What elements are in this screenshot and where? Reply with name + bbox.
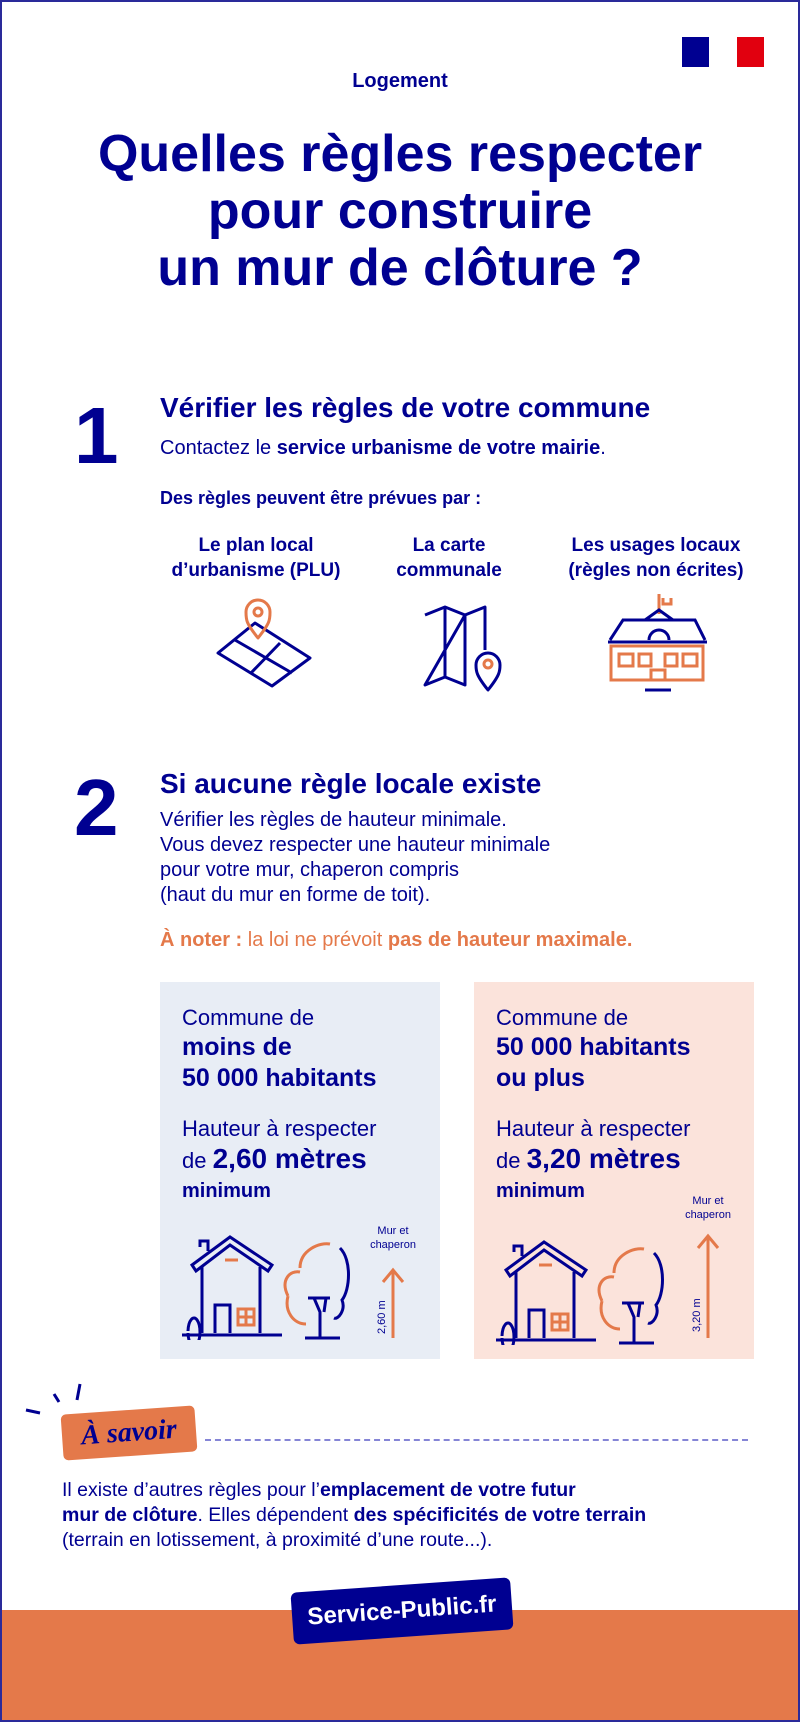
svg-text:chaperon: chaperon bbox=[685, 1209, 731, 1221]
step1-subheading: Des règles peuvent être prévues par : bbox=[160, 488, 482, 508]
svg-text:chaperon: chaperon bbox=[370, 1239, 416, 1251]
category-label: Logement bbox=[352, 70, 448, 92]
folded-map-icon bbox=[423, 605, 502, 692]
republique-francaise-logo bbox=[682, 37, 764, 67]
house-icon bbox=[182, 1235, 282, 1340]
height-arrow-3-20: Mur et chaperon 3,20 m bbox=[685, 1195, 731, 1338]
town-hall-icon bbox=[608, 594, 707, 692]
title-line: Quelles règles respecter bbox=[97, 125, 703, 183]
step1-heading: Vérifier les règles de votre commune bbox=[160, 392, 651, 423]
a-savoir-badge: À savoir bbox=[60, 1405, 198, 1461]
item-carte: La carte communale bbox=[396, 535, 502, 581]
item-plu: Le plan local d’urbanisme (PLU) bbox=[171, 535, 341, 581]
house-icon bbox=[496, 1240, 596, 1345]
step2-note: À noter : la loi ne prévoit pas de haute… bbox=[160, 929, 633, 951]
svg-text:3,20 m: 3,20 m bbox=[691, 1298, 703, 1332]
savoir-text: Il existe d’autres règles pour l’emplace… bbox=[62, 1479, 647, 1551]
tree-icon bbox=[597, 1247, 664, 1345]
item-usages: Les usages locaux (règles non écrites) bbox=[568, 535, 744, 581]
height-arrow-2-60: Mur et chaperon 2,60 m bbox=[370, 1225, 416, 1338]
page-title: Quelles règles respecter pour construire… bbox=[0, 126, 800, 297]
svg-text:2,60 m: 2,60 m bbox=[376, 1300, 388, 1334]
step-number-1: 1 bbox=[74, 391, 119, 480]
title-line: pour construire bbox=[207, 182, 593, 240]
step2-heading: Si aucune règle locale existe bbox=[160, 768, 542, 799]
svg-text:Mur et: Mur et bbox=[692, 1195, 723, 1207]
map-pin-icon bbox=[216, 598, 312, 688]
step1-text: Contactez le service urbanisme de votre … bbox=[160, 437, 606, 459]
dashed-divider bbox=[205, 1439, 748, 1441]
step-number-2: 2 bbox=[74, 763, 119, 852]
tree-icon bbox=[283, 1242, 350, 1340]
svg-text:Mur et: Mur et bbox=[377, 1225, 408, 1237]
step2-text: Vérifier les règles de hauteur minimale.… bbox=[160, 809, 551, 906]
title-line: un mur de clôture ? bbox=[157, 239, 643, 297]
sparkle-lines-icon bbox=[25, 1383, 82, 1415]
